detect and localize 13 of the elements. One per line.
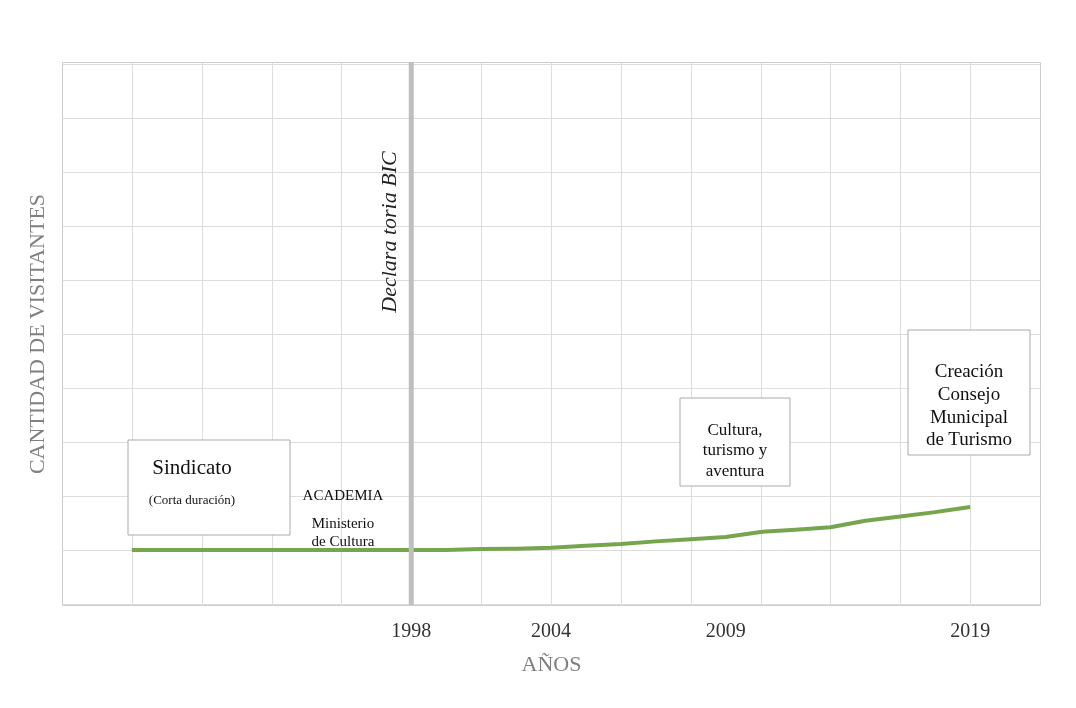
x-tick-label: 2009 bbox=[705, 619, 746, 641]
y-axis-title: CANTIDAD DE VISITANTES bbox=[23, 193, 49, 475]
annotation: Ministerio de Cultura bbox=[311, 515, 375, 549]
annotation: (Corta duración) bbox=[148, 492, 236, 507]
text: ACADEMIA bbox=[302, 487, 384, 503]
text: Creación Consejo Municipal de Turismo bbox=[925, 360, 1013, 450]
text: Cultura, turismo y aventura bbox=[702, 420, 768, 480]
x-tick-label: 2019 bbox=[950, 619, 991, 641]
x-tick-label: 2004 bbox=[531, 619, 571, 641]
ref-line-label: Declara toria BIC bbox=[376, 151, 402, 314]
x-tick-label: 1998 bbox=[391, 619, 432, 641]
x-axis-title: AÑOS bbox=[521, 650, 582, 676]
text: Sindicato bbox=[152, 455, 232, 479]
